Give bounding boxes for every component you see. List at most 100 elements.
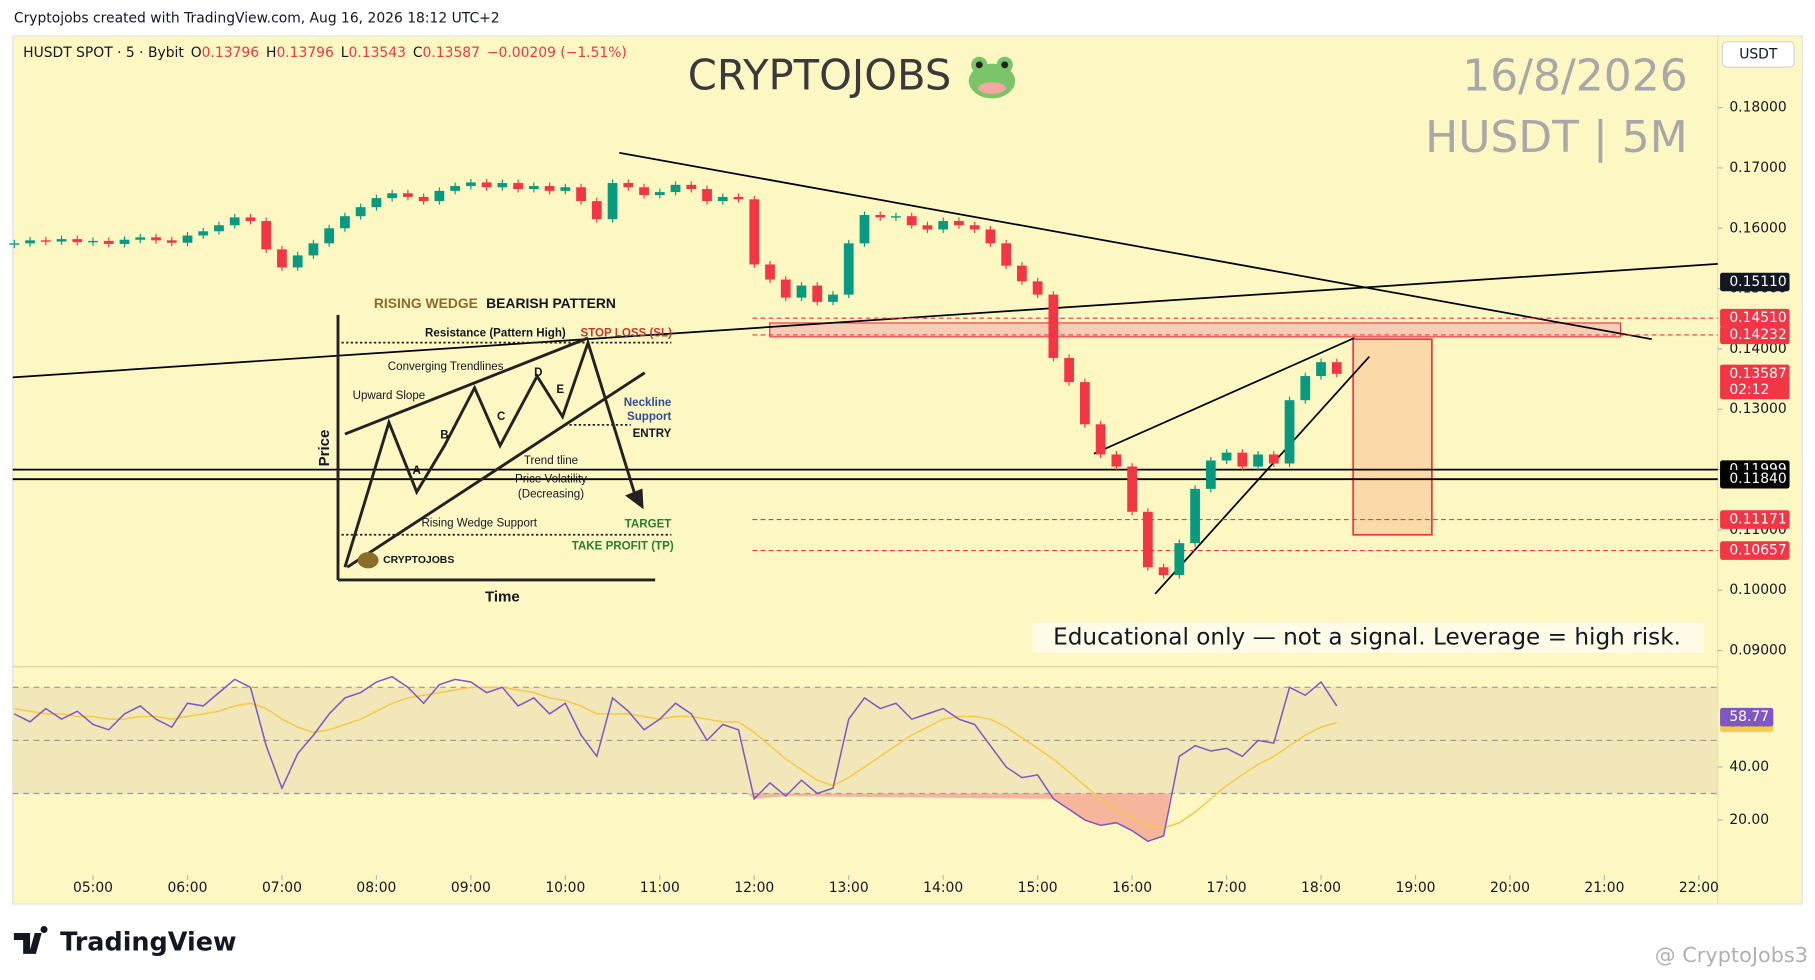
x-tick-label: 11:00 — [640, 880, 680, 896]
inset-point: B — [440, 429, 448, 441]
candle — [88, 240, 98, 243]
candle — [56, 239, 67, 242]
candle — [843, 243, 854, 295]
logo-text: TradingView — [60, 927, 236, 957]
candle — [1174, 543, 1185, 576]
price-badge — [1720, 541, 1790, 560]
x-tick-label: 17:00 — [1207, 880, 1247, 896]
brand-title: CRYPTOJOBS — [688, 51, 952, 100]
x-tick-label: 05:00 — [73, 880, 113, 896]
currency-label[interactable]: USDT — [1739, 46, 1778, 62]
candle — [513, 183, 523, 190]
inset-label: Converging Trendlines — [388, 361, 504, 373]
inset-label: (Decreasing) — [518, 488, 584, 500]
y-tick-label: 0.09000 — [1729, 643, 1786, 659]
ohlc-legend: HUSDT SPOT · 5 · Bybit O0.13796 H0.13796 L0… — [23, 45, 627, 61]
candle — [1032, 281, 1043, 295]
pair-label: HUSDT | 5M — [1425, 112, 1688, 163]
x-tick-label: 14:00 — [923, 880, 963, 896]
candle — [103, 240, 114, 244]
candle — [875, 214, 886, 218]
candle — [544, 186, 555, 191]
candle — [749, 199, 760, 265]
x-tick-label: 06:00 — [167, 880, 207, 896]
x-tick-label: 16:00 — [1112, 880, 1152, 896]
candle — [891, 216, 901, 218]
rising-trendline — [12, 263, 1718, 379]
candle — [418, 196, 429, 202]
c-value: 0.13587 — [423, 45, 480, 61]
candle — [1268, 454, 1279, 464]
candle — [355, 207, 366, 217]
wedge-lower-line — [1154, 355, 1370, 595]
candle — [1079, 382, 1090, 425]
inset-label: Upward Slope — [353, 390, 426, 402]
countdown-label: 02:12 — [1729, 382, 1769, 398]
x-tick-label: 13:00 — [829, 880, 869, 896]
inset-label: ENTRY — [633, 428, 672, 440]
candle — [906, 216, 917, 226]
candle — [261, 221, 272, 250]
candle — [859, 214, 870, 244]
candle — [308, 243, 319, 256]
price-badge-label: 0.11840 — [1729, 471, 1786, 487]
candle — [1300, 376, 1311, 401]
rsi-ma-line — [14, 686, 1337, 829]
date-label: 16/8/2026 — [1462, 51, 1687, 102]
candle — [828, 294, 838, 302]
h-label: H — [266, 45, 276, 61]
c-label: C — [413, 45, 423, 61]
price-badge-label: 0.11171 — [1729, 512, 1786, 528]
x-tick-label: 12:00 — [734, 880, 774, 896]
x-tick-label: 09:00 — [451, 880, 491, 896]
y-tick-label: 0.17000 — [1729, 160, 1786, 176]
inset-label: Price Volatility — [515, 473, 587, 485]
inset-title: BEARISH PATTERN — [486, 295, 616, 311]
inset-point: C — [497, 411, 506, 423]
inset-point: D — [534, 367, 542, 379]
candle — [985, 229, 996, 244]
inset-logo-icon — [357, 552, 379, 569]
candle — [324, 228, 335, 244]
candle — [481, 182, 492, 188]
note-box — [1032, 622, 1704, 653]
candle — [119, 239, 130, 244]
candle — [938, 221, 949, 230]
rsi-tick-label: 20.00 — [1729, 812, 1769, 828]
price-badge-label: 0.10657 — [1729, 543, 1786, 559]
inset-label: Neckline — [624, 397, 672, 409]
currency-button-box[interactable] — [1721, 41, 1795, 68]
change: −0.00209 (−1.51%) — [487, 45, 627, 61]
candle — [465, 182, 476, 187]
inset-axis-label: Price — [316, 430, 333, 467]
logo-mark — [13, 926, 48, 954]
tradingview-logo: TradingView — [13, 926, 237, 957]
candle — [40, 240, 51, 242]
y-tick-label: 0.16000 — [1729, 220, 1786, 236]
candle — [1127, 466, 1137, 512]
candle — [654, 192, 665, 196]
price-badge — [1720, 272, 1790, 292]
frog-pupil — [1001, 61, 1009, 69]
inset-label: Support — [627, 411, 671, 423]
currency-button[interactable]: USDT — [1721, 41, 1795, 68]
candle — [528, 186, 539, 190]
inset-upper-line — [344, 336, 589, 436]
candle — [1142, 511, 1153, 568]
candle — [371, 198, 382, 208]
candle — [702, 189, 712, 202]
price-badge — [1720, 469, 1790, 489]
candle — [1221, 452, 1232, 461]
price-badge-label: 0.13587 — [1729, 366, 1786, 382]
candle — [1331, 362, 1342, 374]
x-tick-label: 10:00 — [545, 880, 585, 896]
o-label: O — [191, 45, 202, 61]
rsi-badge — [1720, 707, 1774, 727]
price-badge-label: 0.14232 — [1729, 327, 1786, 343]
rsi-badge-label: 58.77 — [1729, 709, 1769, 725]
x-tick-label: 19:00 — [1395, 880, 1435, 896]
disclaimer: Educational only — not a signal. Leverag… — [1053, 624, 1681, 650]
drawings — [12, 151, 1718, 595]
frog-pupil — [975, 61, 983, 69]
candle — [434, 190, 445, 202]
